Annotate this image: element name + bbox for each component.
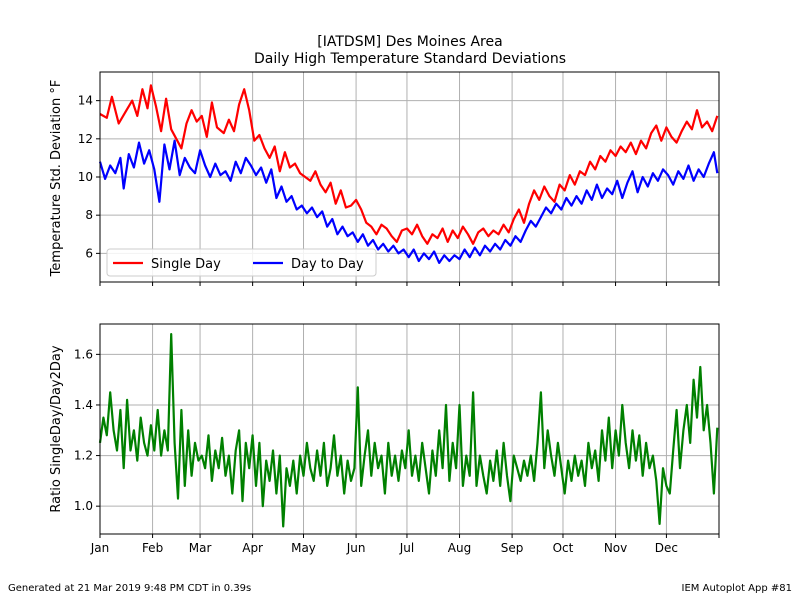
x-tick-label-jan: Jan [90, 541, 110, 555]
bottom-series-group [98, 333, 719, 528]
bottom-grid [99, 324, 719, 534]
x-tick-label-apr: Apr [242, 541, 263, 555]
bottom-y-tick-label: 1.4 [74, 398, 93, 412]
top-series-group [98, 84, 719, 264]
x-tick-label-jun: Jun [346, 541, 366, 555]
bottom-series-line-0 [98, 333, 719, 528]
top-series-line-single-day [99, 84, 719, 245]
bottom-axes: Jan Feb Mar Apr May Jun Jul Aug Sep Oct Nov Dec 1.0 1… [74, 323, 720, 555]
x-tick-label-oct: Oct [553, 541, 574, 555]
std-dev-panel: [IATDSM] Des Moines Area Daily High Temp… [49, 34, 720, 286]
bottom-y-axis-label: Ratio SingleDay/Day2Day [49, 345, 64, 512]
chart-title-line2: Daily High Temperature Standard Deviatio… [254, 51, 566, 67]
x-tick-label-aug: Aug [448, 541, 471, 555]
legend-box [106, 248, 377, 277]
top-y-axis-label: Temperature Std. Deviation °F [49, 80, 64, 278]
x-tick-label-feb: Feb [142, 541, 163, 555]
top-y-tick-label: 10 [78, 170, 93, 184]
top-y-tick-label: 6 [85, 246, 93, 260]
bottom-y-tick-label: 1.6 [74, 347, 93, 361]
bottom-y-tick-label: 1.2 [74, 449, 93, 463]
x-tick-label-sep: Sep [501, 541, 524, 555]
top-y-tick-label: 12 [78, 132, 93, 146]
app-credit: IEM Autoplot App #81 [681, 583, 792, 594]
top-y-tick-label: 8 [85, 208, 93, 222]
top-y-tick-label: 14 [78, 94, 93, 108]
legend-label-day-to-day: Day to Day [291, 257, 364, 272]
ratio-panel: Jan Feb Mar Apr May Jun Jul Aug Sep Oct Nov Dec 1.0 1… [49, 323, 720, 555]
x-tick-label-jul: Jul [399, 541, 414, 555]
top-plot-frame [99, 71, 720, 283]
chart-title-line1: [IATDSM] Des Moines Area [317, 34, 502, 50]
x-tick-label-dec: Dec [655, 541, 678, 555]
top-series-line-day-to-day [98, 139, 719, 264]
bottom-plot-frame [99, 323, 720, 535]
x-tick-label-may: May [291, 541, 316, 555]
legend: Single Day Day to Day [106, 248, 377, 277]
x-tick-label-nov: Nov [604, 541, 627, 555]
top-axes: 6 8 10 12 14 [78, 71, 720, 286]
generated-timestamp: Generated at 21 Mar 2019 9:48 PM CDT in … [8, 583, 252, 594]
x-tick-label-mar: Mar [189, 541, 212, 555]
bottom-y-tick-label: 1.0 [74, 499, 93, 513]
top-grid [99, 72, 719, 282]
legend-label-single-day: Single Day [151, 257, 221, 272]
